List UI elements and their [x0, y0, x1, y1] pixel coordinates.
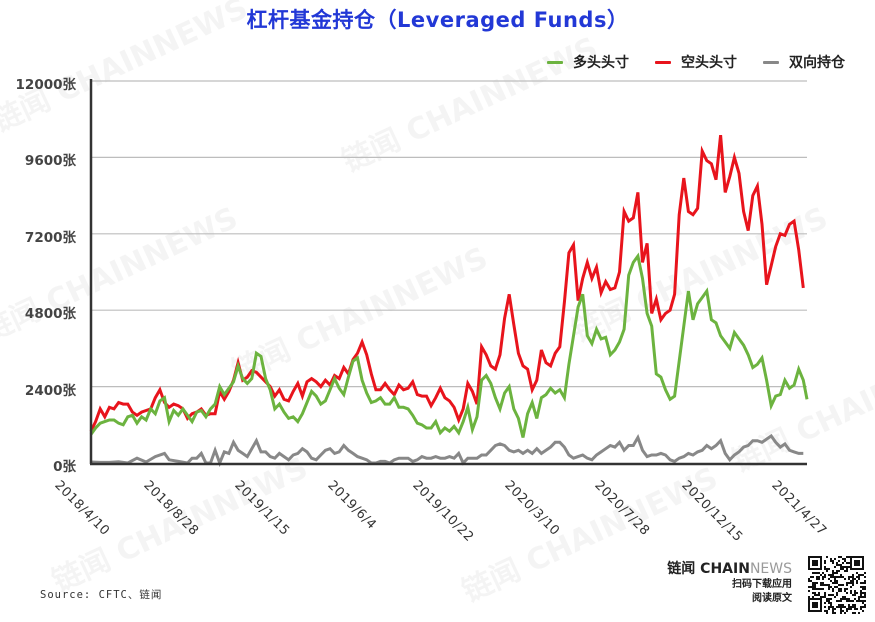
series-line-long	[89, 252, 809, 438]
legend-swatch-long	[547, 60, 563, 64]
legend-label-short: 空头头寸	[681, 55, 737, 71]
y-tick-label: 7200张	[24, 230, 76, 246]
brand-read-text: 阅读原文	[752, 593, 792, 604]
y-tick-label: 0张	[53, 459, 76, 475]
gridlines	[91, 80, 807, 388]
legend-swatch-spread	[763, 60, 779, 64]
brand-name: 链闻 CHAIN	[667, 561, 750, 577]
y-tick-label: 9600张	[24, 153, 76, 169]
brand-logo: 链闻 CHAINNEWS	[662, 558, 792, 578]
series-line-short	[89, 134, 805, 432]
y-tick-label: 12000张	[15, 77, 76, 93]
y-tick-label: 4800张	[24, 306, 76, 322]
legend: 多头头寸 空头头寸 双向持仓	[547, 52, 845, 72]
legend-label-spread: 双向持仓	[789, 55, 845, 71]
legend-label-long: 多头头寸	[573, 55, 629, 71]
qr-code-icon[interactable]	[808, 556, 866, 614]
legend-item-spread: 双向持仓	[763, 52, 845, 72]
legend-swatch-short	[655, 60, 671, 64]
brand-name-light: NEWS	[749, 561, 792, 577]
y-tick-label: 2400张	[24, 383, 76, 399]
legend-item-long: 多头头寸	[547, 52, 629, 72]
legend-item-short: 空头头寸	[655, 52, 737, 72]
chart-title: 杠杆基金持仓（Leveraged Funds）	[246, 8, 629, 32]
series-lines	[89, 134, 809, 468]
brand-download-text: 扫码下载应用	[732, 579, 792, 590]
brand-block: 链闻 CHAINNEWS 扫码下载应用 阅读原文	[662, 558, 792, 606]
series-line-spread	[90, 433, 804, 468]
source-note: Source: CFTC、链闻	[40, 589, 163, 601]
